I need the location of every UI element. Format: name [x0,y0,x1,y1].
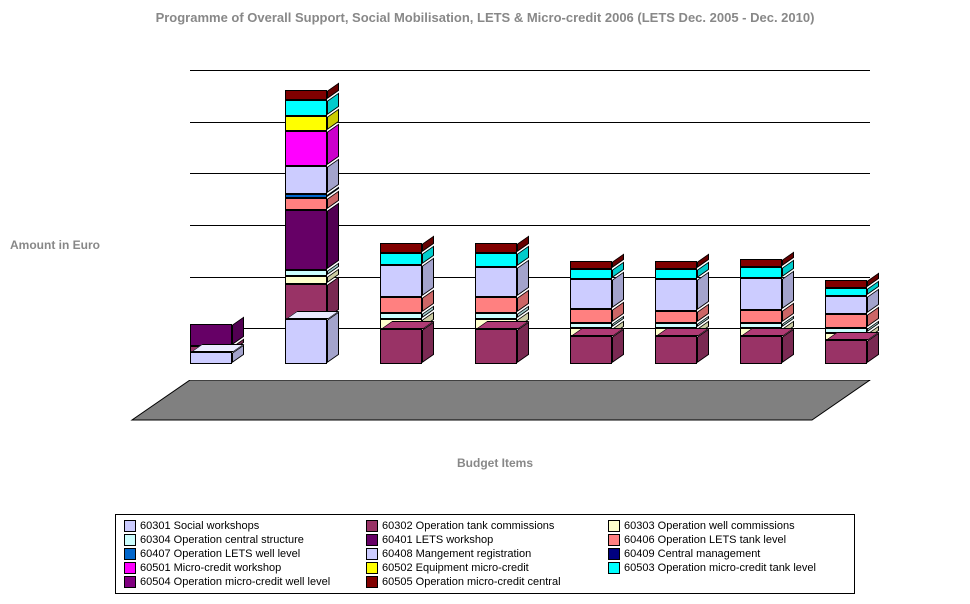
bar-column [380,243,422,364]
plot-area: Amount in Euro Budget Items [120,70,870,420]
bar-segment [285,100,327,116]
bar-segment [380,253,422,265]
legend-swatch [608,534,620,546]
legend-item: 60503 Operation micro-credit tank level [606,561,848,575]
legend-item: 60501 Micro-credit workshop [122,561,364,575]
legend-swatch [124,534,136,546]
bar-segment [570,261,612,269]
bar-segment [655,336,697,364]
legend-item: 60303 Operation well commissions [606,519,848,533]
bar-segment [570,269,612,279]
legend-item: 60406 Operation LETS tank level [606,533,848,547]
bar-column [740,259,782,364]
bar-segment [825,280,867,288]
legend-label: 60504 Operation micro-credit well level [140,576,330,588]
bar-segment [190,352,232,364]
bar-segment [380,297,422,313]
legend-label: 60401 LETS workshop [382,534,493,546]
bar-segment [380,265,422,297]
bar-column [475,243,517,364]
legend-item: 60301 Social workshops [122,519,364,533]
chart-title: Programme of Overall Support, Social Mob… [0,0,970,27]
legend-swatch [366,520,378,532]
legend-item: 60408 Mangement registration [364,547,606,561]
legend-swatch [366,534,378,546]
legend-item: 60304 Operation central structure [122,533,364,547]
legend-item: 60302 Operation tank commissions [364,519,606,533]
legend-item: 60407 Operation LETS well level [122,547,364,561]
bar-segment [655,311,697,323]
legend-label: 60406 Operation LETS tank level [624,534,786,546]
bar-segment [475,267,517,297]
legend-label: 60505 Operation micro-credit central [382,576,561,588]
legend-label: 60301 Social workshops [140,520,259,532]
bar-segment [570,309,612,323]
bar-segment [825,314,867,328]
legend-swatch [124,548,136,560]
bar-segment [475,329,517,364]
legend-swatch [124,520,136,532]
bar-segment [475,253,517,267]
bar-segment [380,329,422,364]
legend-swatch [608,548,620,560]
bar-segment [740,259,782,267]
bar-segment [285,276,327,284]
bar-segment [740,336,782,364]
legend-swatch [608,562,620,574]
bar-segment [825,288,867,296]
bar-column [570,261,612,364]
legend-swatch [366,576,378,588]
bar-column [825,280,867,364]
bar-segment [285,166,327,194]
bar-segment [380,243,422,253]
bar-segment [825,340,867,364]
bar-segment [570,336,612,364]
legend-swatch [124,576,136,588]
bar-segment [190,324,232,346]
bar-segment [285,210,327,270]
legend-swatch [366,562,378,574]
bar-segment [285,131,327,166]
bars-region [120,70,870,380]
bar-segment [655,261,697,269]
bar-segment [285,319,327,364]
bar-segment [285,116,327,131]
bar-segment [285,90,327,100]
bar-segment [655,269,697,279]
bar-segment [740,278,782,310]
legend-label: 60503 Operation micro-credit tank level [624,562,816,574]
bar-segment [285,198,327,210]
legend-label: 60502 Equipment micro-credit [382,562,529,574]
y-axis-label: Amount in Euro [10,238,100,252]
legend-label: 60501 Micro-credit workshop [140,562,281,574]
legend-swatch [124,562,136,574]
bar-segment [825,296,867,314]
x-axis-label: Budget Items [457,456,533,470]
chart-legend: 60301 Social workshops 60302 Operation ta… [115,514,855,594]
legend-item: 60409 Central management [606,547,848,561]
bar-segment [475,297,517,313]
chart-floor [120,380,940,425]
bar-column [285,90,327,364]
legend-item: 60502 Equipment micro-credit [364,561,606,575]
legend-item: 60505 Operation micro-credit central [364,575,606,589]
legend-label: 60302 Operation tank commissions [382,520,554,532]
bar-segment [655,279,697,311]
legend-label: 60303 Operation well commissions [624,520,795,532]
bar-column [655,261,697,364]
legend-swatch [608,520,620,532]
bar-segment [740,267,782,278]
bar-column [190,324,232,364]
chart-container: Programme of Overall Support, Social Mob… [0,0,970,604]
legend-label: 60304 Operation central structure [140,534,304,546]
legend-label: 60409 Central management [624,548,760,560]
legend-swatch [366,548,378,560]
legend-label: 60407 Operation LETS well level [140,548,300,560]
legend-item: 60401 LETS workshop [364,533,606,547]
legend-item: 60504 Operation micro-credit well level [122,575,364,589]
bar-segment [570,279,612,309]
bar-segment [740,310,782,323]
legend-label: 60408 Mangement registration [382,548,531,560]
bar-segment [475,243,517,253]
